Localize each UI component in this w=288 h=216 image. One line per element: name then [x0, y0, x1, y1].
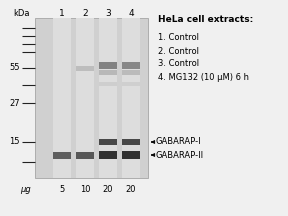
Text: 55: 55	[10, 64, 20, 73]
Bar	[53, 18, 71, 178]
Text: GABARAP-II: GABARAP-II	[156, 151, 204, 159]
Text: 5: 5	[59, 184, 65, 194]
Bar	[122, 62, 140, 68]
Text: 10: 10	[80, 184, 90, 194]
Text: kDa: kDa	[14, 8, 30, 17]
Text: 20: 20	[103, 184, 113, 194]
Bar	[122, 139, 140, 145]
Bar	[99, 139, 117, 145]
Text: 15: 15	[10, 138, 20, 146]
Text: 4: 4	[128, 8, 134, 17]
Bar	[53, 151, 71, 159]
Bar	[122, 151, 140, 159]
Bar	[76, 151, 94, 159]
Text: 1: 1	[59, 8, 65, 17]
Text: 1. Control: 1. Control	[158, 33, 199, 43]
Bar	[122, 82, 140, 86]
Bar	[99, 70, 117, 75]
Text: 20: 20	[126, 184, 136, 194]
Bar	[99, 151, 117, 159]
Text: 3. Control: 3. Control	[158, 59, 199, 68]
Bar	[122, 70, 140, 75]
Text: HeLa cell extracts:: HeLa cell extracts:	[158, 16, 253, 24]
Bar	[35, 18, 148, 178]
Text: 4. MG132 (10 μM) 6 h: 4. MG132 (10 μM) 6 h	[158, 73, 249, 81]
Bar	[99, 18, 117, 178]
Bar	[76, 65, 94, 70]
Text: 2. Control: 2. Control	[158, 46, 199, 56]
Text: 3: 3	[105, 8, 111, 17]
Bar	[76, 18, 94, 178]
Text: 2: 2	[82, 8, 88, 17]
Bar	[122, 18, 140, 178]
Bar	[99, 62, 117, 68]
Text: μg: μg	[20, 184, 30, 194]
Bar	[99, 82, 117, 86]
Text: 27: 27	[10, 98, 20, 108]
Text: GABARAP-I: GABARAP-I	[156, 138, 202, 146]
